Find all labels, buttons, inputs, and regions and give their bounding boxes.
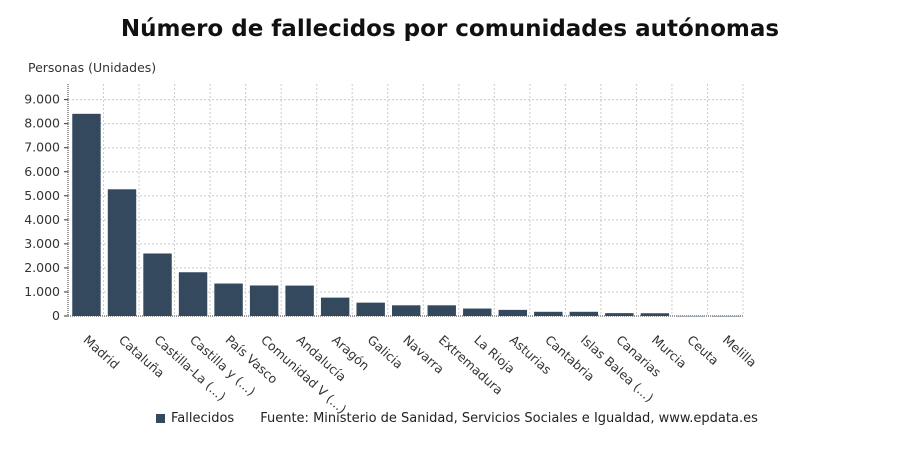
bar: [285, 285, 314, 316]
bar: [676, 315, 705, 317]
y-tick-label: 5.000: [24, 188, 60, 203]
bar: [178, 272, 208, 316]
legend-swatch: [156, 414, 165, 423]
y-tick-label: 0: [52, 308, 60, 323]
bar: [392, 305, 421, 316]
bar: [640, 313, 670, 316]
bar: [569, 311, 599, 316]
bar: [498, 309, 527, 316]
bar: [320, 297, 350, 316]
source-text: Fuente: Ministerio de Sanidad, Servicios…: [260, 411, 758, 426]
bar: [72, 113, 101, 316]
y-tick-label: 9.000: [24, 92, 60, 107]
bar: [107, 189, 137, 316]
chart-title: Número de fallecidos por comunidades aut…: [120, 16, 780, 42]
x-tick-label: Madrid: [80, 332, 122, 372]
y-tick-label: 4.000: [24, 212, 60, 227]
y-tick-label: 6.000: [24, 164, 60, 179]
y-tick-label: 1.000: [24, 284, 60, 299]
y-tick-label: 3.000: [24, 236, 60, 251]
bar: [249, 285, 279, 316]
bar: [427, 305, 456, 316]
x-tick-label: Melilla: [720, 332, 760, 370]
x-tick-label: Ceuta: [684, 332, 721, 368]
bar: [214, 283, 243, 316]
bar: [711, 315, 741, 317]
y-tick-label: 8.000: [24, 116, 60, 131]
bar: [143, 253, 172, 316]
y-tick-label: 7.000: [24, 140, 60, 155]
bar: [605, 313, 634, 316]
legend: Fallecidos Fuente: Ministerio de Sanidad…: [156, 411, 758, 426]
y-axis-label: Personas (Unidades): [28, 60, 157, 75]
bar: [463, 308, 492, 316]
y-tick-label: 2.000: [24, 260, 60, 275]
bar: [356, 302, 385, 316]
x-tick-label: Galicia: [365, 332, 406, 371]
bar: [534, 311, 563, 316]
legend-label: Fallecidos: [171, 411, 235, 426]
